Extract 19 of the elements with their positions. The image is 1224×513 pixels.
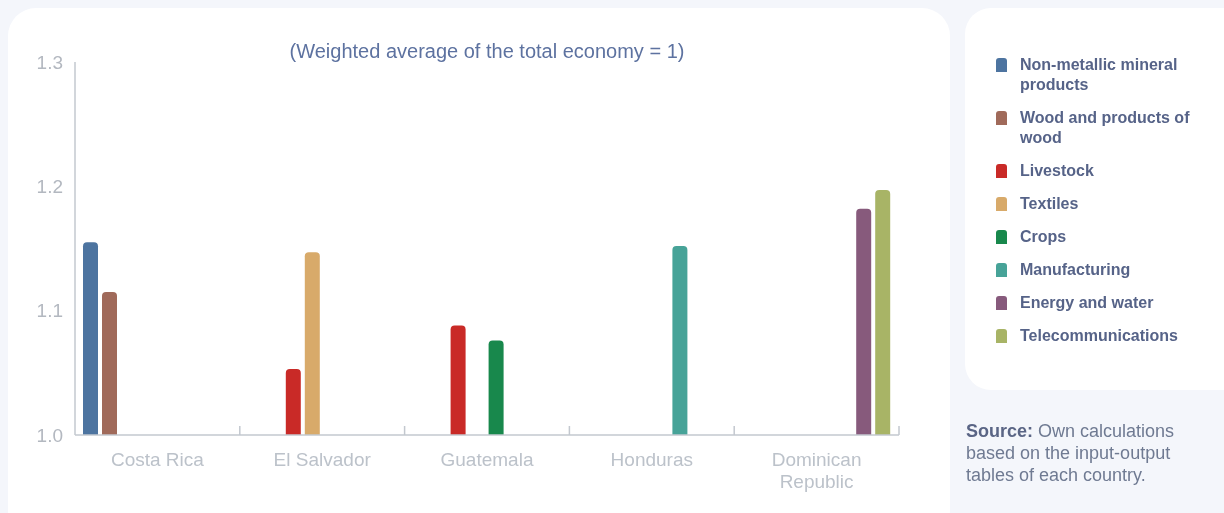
y-tick-label: 1.2 (36, 176, 63, 198)
x-tick-label: Honduras (610, 449, 693, 471)
x-tick-label: El Salvador (273, 449, 372, 471)
legend-label: Wood and products of wood (1020, 108, 1191, 148)
legend-label: Livestock (1020, 161, 1095, 181)
y-tick-label: 1.3 (36, 51, 63, 73)
x-tick-label: Costa Rica (110, 449, 205, 471)
legend-label: Telecommunications (1020, 326, 1179, 346)
chart-title: (Weighted average of the total economy = 1) (288, 39, 686, 63)
legend-label: Crops (1020, 227, 1068, 247)
source-note: Source: Own calculations based on the input-output tables of each country. (966, 420, 1176, 486)
legend-label: Manufacturing (1020, 260, 1132, 280)
legend-label: Energy and water (1020, 293, 1155, 313)
legend-label: Non-metallic mineral products (1020, 55, 1179, 95)
x-tick-label: Dominican Republic (771, 449, 862, 492)
y-tick-label: 1.1 (36, 300, 63, 322)
x-tick-label: Guatemala (440, 449, 534, 471)
y-tick-label: 1.0 (36, 424, 63, 446)
legend-label: Textiles (1020, 194, 1080, 214)
